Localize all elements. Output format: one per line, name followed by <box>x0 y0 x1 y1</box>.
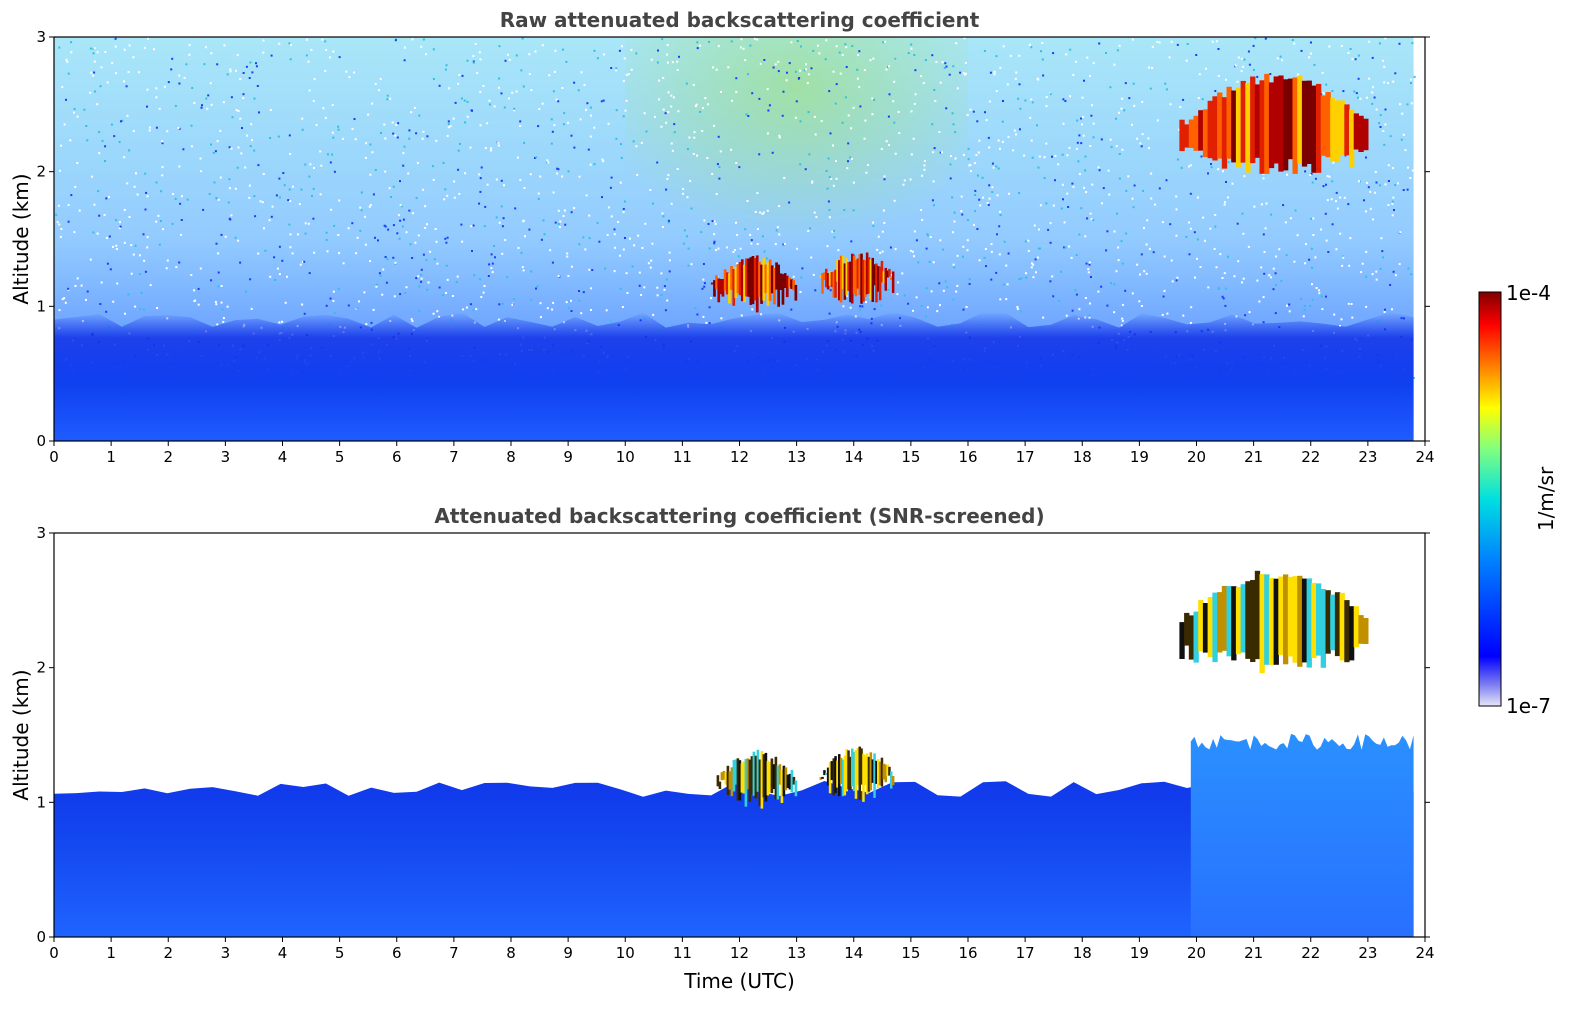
x-tick-label: 10 <box>616 448 635 466</box>
x-tick-label: 7 <box>449 944 459 962</box>
x-tick-label: 0 <box>49 944 59 962</box>
x-tick-label: 3 <box>221 448 231 466</box>
x-tick-label: 4 <box>278 944 288 962</box>
x-tick-label: 21 <box>1244 944 1263 962</box>
x-tick-label: 17 <box>1016 944 1035 962</box>
x-tick-label: 5 <box>335 448 345 466</box>
x-tick-label: 6 <box>392 448 402 466</box>
x-tick-label: 14 <box>844 944 863 962</box>
x-tick-label: 4 <box>278 448 288 466</box>
x-tick-label: 22 <box>1301 448 1320 466</box>
layer-elevated-layer <box>1190 733 1414 937</box>
colorbar-gradient <box>1478 291 1502 707</box>
cloud-low-cloud <box>710 255 798 313</box>
x-tick-label: 20 <box>1187 448 1206 466</box>
heatmap-raw <box>54 37 1416 441</box>
x-tick-label: 15 <box>901 944 920 962</box>
y-tick-label: 1 <box>36 297 46 315</box>
x-tick-label: 7 <box>449 448 459 466</box>
x-tick-label: 13 <box>787 944 806 962</box>
y-tick-label: 0 <box>36 432 46 450</box>
x-tick-label: 18 <box>1073 448 1092 466</box>
x-tick-label: 15 <box>901 448 920 466</box>
y-tick-label: 0 <box>36 928 46 946</box>
panel-raw: Raw attenuated backscattering coefficien… <box>9 8 1435 466</box>
chart-title-screened: Attenuated backscattering coefficient (S… <box>434 504 1044 528</box>
axes-screened: 0 1 2 3 4 5 6 7 8 9 10 11 12 13 14 15 16 17 18 19 20 21 22 23 24… <box>36 524 1434 962</box>
x-tick-label: 1 <box>106 448 116 466</box>
aerosol-haze <box>625 37 968 293</box>
x-tick-label: 9 <box>563 944 573 962</box>
layer-boundary-layer <box>54 311 1414 441</box>
cloud-upper-cloud <box>1179 570 1369 674</box>
x-tick-label: 9 <box>563 448 573 466</box>
x-tick-label: 19 <box>1130 448 1149 466</box>
y-tick-label: 3 <box>36 28 46 46</box>
x-tick-label: 2 <box>163 448 173 466</box>
y-tick-label: 2 <box>36 659 46 677</box>
x-tick-label: 24 <box>1415 944 1434 962</box>
layer-screened-boundary-layer <box>54 781 1414 937</box>
x-tick-label: 23 <box>1358 944 1377 962</box>
y-tick-label: 1 <box>36 793 46 811</box>
x-tick-label: 19 <box>1130 944 1149 962</box>
x-tick-label: 6 <box>392 944 402 962</box>
x-tick-label: 2 <box>163 944 173 962</box>
x-tick-label: 11 <box>673 944 692 962</box>
cloud-low-cloud <box>819 746 895 802</box>
axes-raw: 0 1 2 3 4 5 6 7 8 9 10 11 12 13 14 15 16 17 18 19 20 21 22 23 24… <box>36 28 1434 466</box>
x-tick-label: 20 <box>1187 944 1206 962</box>
x-tick-label: 21 <box>1244 448 1263 466</box>
colorbar: 1e-4 1e-7 1/m/sr <box>1478 281 1558 718</box>
x-tick-label: 18 <box>1073 944 1092 962</box>
x-tick-label: 16 <box>958 448 977 466</box>
x-tick-label: 3 <box>221 944 231 962</box>
x-tick-label: 1 <box>106 944 116 962</box>
x-tick-label: 0 <box>49 448 59 466</box>
x-tick-label: 10 <box>616 944 635 962</box>
cloud-upper-cloud <box>1179 73 1369 174</box>
colorbar-unit-label: 1/m/sr <box>1534 466 1558 531</box>
x-tick-label: 24 <box>1415 448 1434 466</box>
y-tick-label: 3 <box>36 524 46 542</box>
y-axis-label-screened: Altitude (km) <box>9 669 33 800</box>
chart-title-raw: Raw attenuated backscattering coefficien… <box>500 8 980 32</box>
x-tick-label: 12 <box>730 944 749 962</box>
x-tick-label: 11 <box>673 448 692 466</box>
panel-screened: Attenuated backscattering coefficient (S… <box>9 504 1435 993</box>
y-tick-label: 2 <box>36 163 46 181</box>
x-tick-label: 8 <box>506 944 516 962</box>
y-axis-label-raw: Altitude (km) <box>9 173 33 304</box>
x-tick-label: 16 <box>958 944 977 962</box>
cloud-low-cloud <box>716 749 798 809</box>
colorbar-min-label: 1e-7 <box>1506 694 1551 718</box>
x-tick-label: 17 <box>1016 448 1035 466</box>
x-tick-label: 13 <box>787 448 806 466</box>
cloud-low-cloud <box>819 252 895 304</box>
x-tick-label: 5 <box>335 944 345 962</box>
x-tick-label: 14 <box>844 448 863 466</box>
x-axis-label: Time (UTC) <box>683 969 795 993</box>
x-tick-label: 23 <box>1358 448 1377 466</box>
noise-speckle <box>55 37 1416 390</box>
x-tick-label: 8 <box>506 448 516 466</box>
heatmap-screened <box>54 533 1425 937</box>
x-tick-label: 12 <box>730 448 749 466</box>
x-tick-label: 22 <box>1301 944 1320 962</box>
colorbar-max-label: 1e-4 <box>1506 281 1551 305</box>
